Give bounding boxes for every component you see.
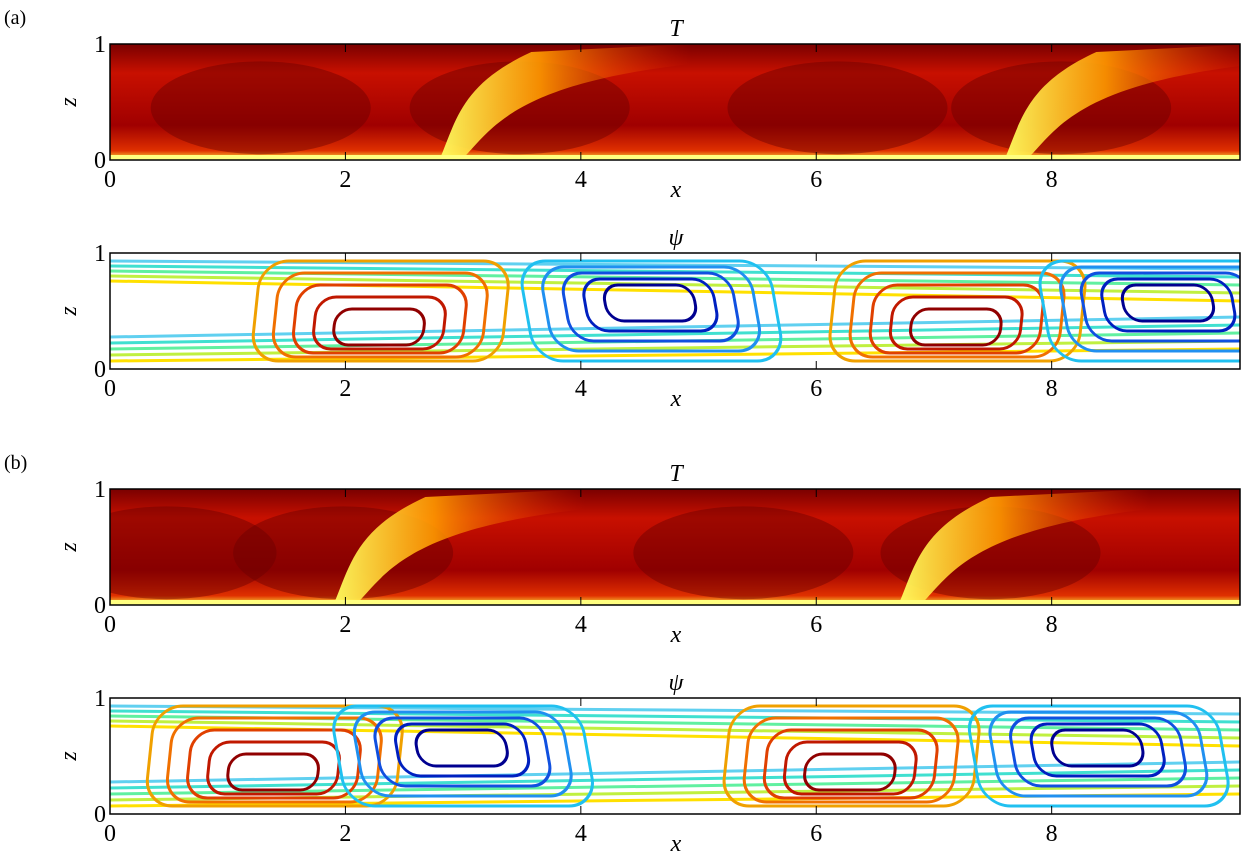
y-axis-label: z xyxy=(56,751,82,762)
y-tick-label: 0 xyxy=(94,148,106,174)
y-axis-label: z xyxy=(56,542,82,553)
field xyxy=(110,253,1241,369)
cold-plume xyxy=(151,61,371,154)
x-tick-label: 4 xyxy=(575,376,587,402)
y-tick-label: 0 xyxy=(94,357,106,383)
field xyxy=(110,698,1240,814)
y-tick-label: 1 xyxy=(94,241,106,267)
y-tick-label: 0 xyxy=(94,593,106,619)
chart-title: T xyxy=(669,461,684,487)
field xyxy=(57,489,1240,605)
x-tick-label: 2 xyxy=(339,612,351,638)
chart-title: ψ xyxy=(669,225,685,251)
chart-title: T xyxy=(669,16,684,42)
x-axis-label: x xyxy=(670,177,682,203)
x-axis-label: x xyxy=(670,386,682,412)
y-tick-label: 0 xyxy=(94,802,106,828)
cold-plume xyxy=(728,61,948,154)
y-axis-label: z xyxy=(56,97,82,108)
x-tick-label: 6 xyxy=(810,821,822,847)
x-tick-label: 2 xyxy=(339,376,351,402)
x-tick-label: 8 xyxy=(1046,821,1058,847)
chart-title: ψ xyxy=(669,670,685,696)
x-tick-label: 2 xyxy=(339,821,351,847)
x-tick-label: 4 xyxy=(575,821,587,847)
field xyxy=(110,44,1241,160)
y-tick-label: 1 xyxy=(94,477,106,503)
x-tick-label: 8 xyxy=(1046,376,1058,402)
x-tick-label: 8 xyxy=(1046,167,1058,193)
x-tick-label: 6 xyxy=(810,167,822,193)
x-tick-label: 2 xyxy=(339,167,351,193)
x-axis-label: x xyxy=(670,831,682,857)
panel-label: (a) xyxy=(4,7,26,29)
x-axis-label: x xyxy=(670,622,682,648)
cold-plume xyxy=(633,506,853,599)
y-axis-label: z xyxy=(56,306,82,317)
y-tick-label: 1 xyxy=(94,32,106,58)
panel-label: (b) xyxy=(4,452,27,474)
x-tick-label: 8 xyxy=(1046,612,1058,638)
x-tick-label: 4 xyxy=(575,612,587,638)
y-tick-label: 1 xyxy=(94,686,106,712)
x-tick-label: 6 xyxy=(810,612,822,638)
x-tick-label: 6 xyxy=(810,376,822,402)
x-tick-label: 4 xyxy=(575,167,587,193)
figure: 0246801Txz(a)0246801ψxz0246801Txz(b)0246… xyxy=(0,0,1241,858)
